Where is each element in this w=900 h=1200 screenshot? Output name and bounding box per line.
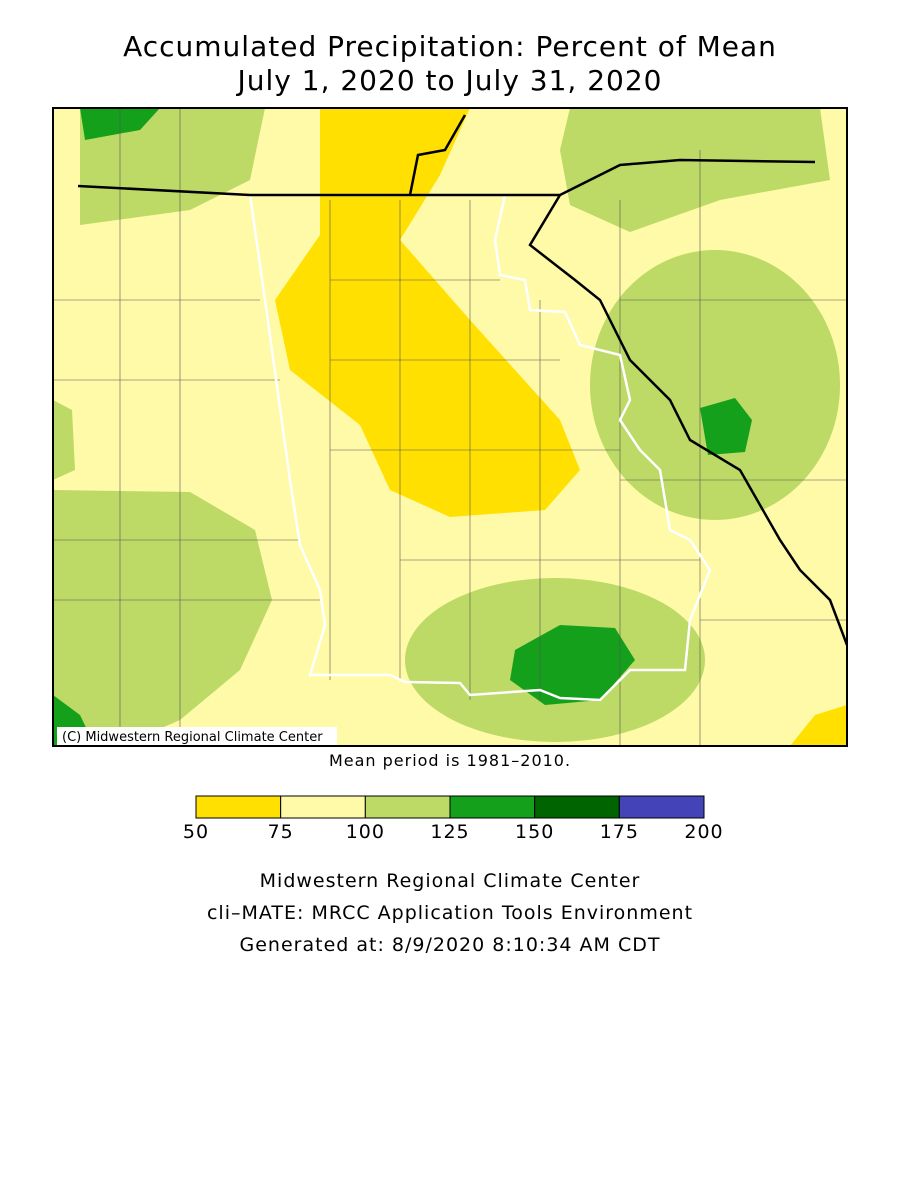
county-lines — [53, 108, 847, 746]
region-darker — [510, 625, 635, 705]
region-yellow — [275, 108, 580, 517]
legend-swatch — [195, 795, 282, 819]
region-green — [80, 108, 265, 225]
region-green — [590, 250, 840, 520]
region-green — [53, 400, 75, 480]
map-credit: (C) Midwestern Regional Climate Center — [62, 730, 323, 745]
coast-lines — [77, 114, 847, 646]
legend-swatch — [449, 795, 536, 819]
legend-tick-label: 175 — [600, 821, 639, 843]
legend-swatch — [364, 795, 451, 819]
region-green — [53, 490, 272, 746]
legend-tick-label: 100 — [346, 821, 385, 843]
legend-swatch — [618, 795, 705, 819]
map: (C) Midwestern Regional Climate Center — [53, 108, 847, 746]
region-green — [560, 108, 830, 232]
legend-tick-label: 75 — [268, 821, 294, 843]
state-borders — [248, 193, 712, 702]
region-yellow — [790, 705, 847, 746]
footer-line: Generated at: 8/9/2020 8:10:34 AM CDT — [240, 934, 661, 956]
legend-tick-label: 200 — [684, 821, 723, 843]
footer-line: Midwestern Regional Climate Center — [260, 870, 641, 892]
title-line: July 1, 2020 to July 31, 2020 — [236, 64, 663, 97]
footer-line: cli–MATE: MRCC Application Tools Environ… — [207, 902, 693, 924]
mean-period-note: Mean period is 1981–2010. — [329, 751, 571, 770]
legend-tick-label: 50 — [183, 821, 209, 843]
map-frame — [52, 107, 848, 747]
region-darker — [700, 398, 752, 455]
legend-tick-label: 125 — [430, 821, 469, 843]
title-line: Accumulated Precipitation: Percent of Me… — [123, 30, 777, 63]
legend: 50 75 100 125 150 175 200 — [183, 795, 723, 843]
legend-swatch — [280, 795, 366, 819]
credit-box — [57, 727, 337, 745]
legend-swatch — [534, 795, 620, 819]
legend-tick-label: 150 — [515, 821, 554, 843]
